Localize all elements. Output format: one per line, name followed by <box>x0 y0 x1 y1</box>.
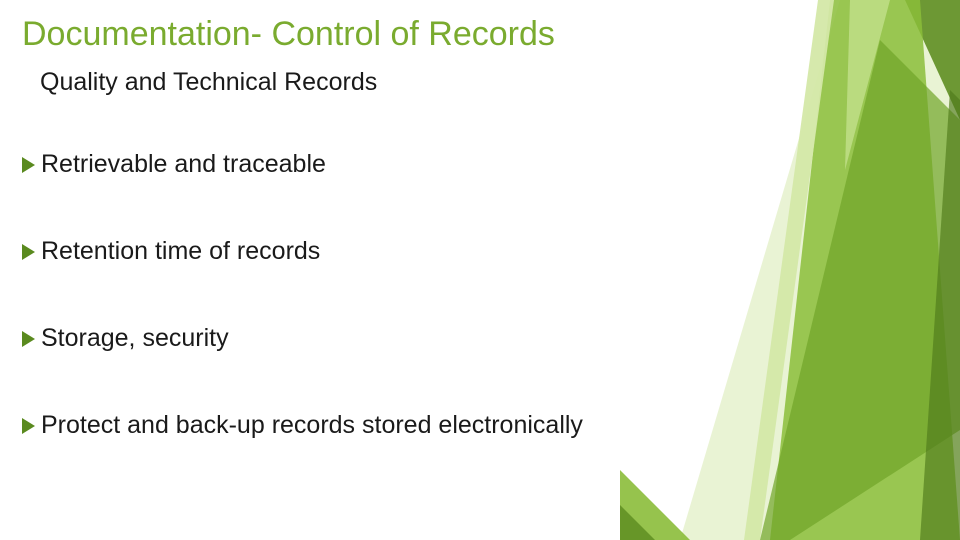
triangle-bullet-icon <box>22 418 35 434</box>
list-item: Retention time of records <box>22 237 920 266</box>
bullet-list: Retrievable and traceable Retention time… <box>22 150 920 440</box>
bullet-text: Retrievable and traceable <box>41 150 326 179</box>
slide: Documentation- Control of Records Qualit… <box>0 0 960 540</box>
list-item: Protect and back-up records stored elect… <box>22 411 920 440</box>
slide-subtitle: Quality and Technical Records <box>40 68 377 97</box>
bullet-text: Retention time of records <box>41 237 320 266</box>
list-item: Storage, security <box>22 324 920 353</box>
triangle-bullet-icon <box>22 157 35 173</box>
bullet-text: Protect and back-up records stored elect… <box>41 411 583 440</box>
triangle-bullet-icon <box>22 331 35 347</box>
slide-title: Documentation- Control of Records <box>22 14 555 55</box>
triangle-bullet-icon <box>22 244 35 260</box>
bullet-text: Storage, security <box>41 324 229 353</box>
list-item: Retrievable and traceable <box>22 150 920 179</box>
